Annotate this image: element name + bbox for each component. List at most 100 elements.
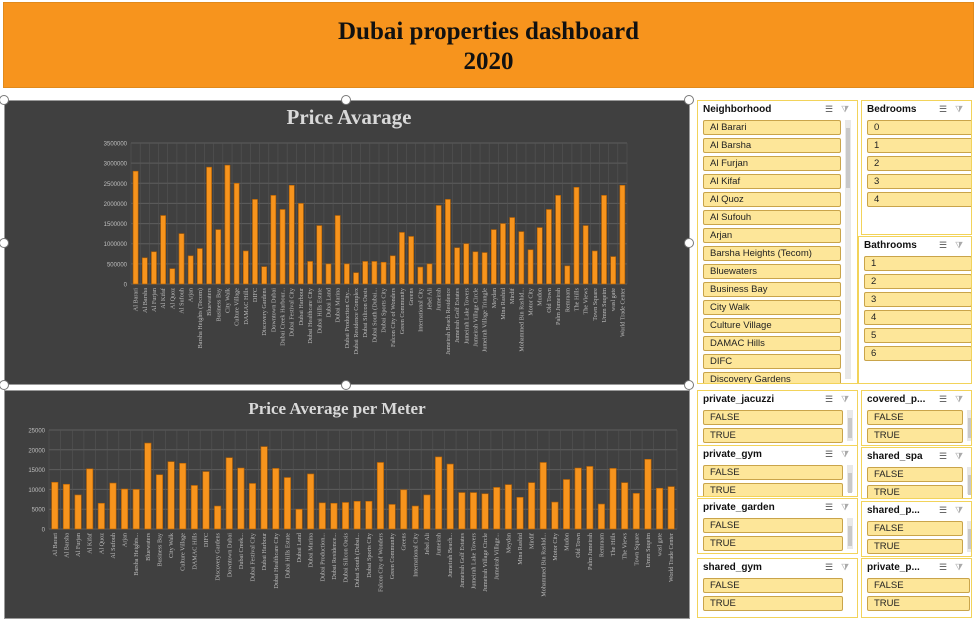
- scrollbar[interactable]: [967, 410, 971, 441]
- clear-filter-icon[interactable]: ⧩: [955, 394, 964, 404]
- bar[interactable]: [435, 456, 443, 530]
- clear-filter-icon[interactable]: ⧩: [955, 240, 964, 250]
- bar[interactable]: [426, 263, 433, 285]
- bar[interactable]: [656, 487, 664, 530]
- bar[interactable]: [215, 229, 222, 285]
- slicer-item[interactable]: TRUE: [867, 596, 970, 611]
- bar[interactable]: [74, 494, 82, 530]
- multi-select-icon[interactable]: ☰: [939, 505, 948, 515]
- bar[interactable]: [307, 261, 313, 285]
- bar[interactable]: [527, 249, 534, 285]
- slicer-item[interactable]: FALSE: [867, 410, 963, 425]
- bar[interactable]: [528, 482, 536, 530]
- slicer-item[interactable]: FALSE: [703, 465, 843, 480]
- price-per-meter-chart[interactable]: Price Average per Meter 25000 20000 15000 10…: [4, 390, 690, 619]
- slicer[interactable]: shared_spa ☰ ⧩ FALSE TRUE: [861, 447, 972, 499]
- bar[interactable]: [316, 225, 323, 285]
- bar[interactable]: [295, 508, 303, 530]
- bar[interactable]: [586, 466, 594, 530]
- slicer-item[interactable]: FALSE: [703, 578, 843, 593]
- bar[interactable]: [574, 467, 582, 530]
- slicer-item[interactable]: Culture Village: [703, 318, 841, 333]
- bar[interactable]: [445, 199, 451, 285]
- slicer-item[interactable]: DIFC: [703, 354, 841, 369]
- resize-handle[interactable]: [0, 380, 9, 390]
- bar[interactable]: [563, 479, 571, 530]
- resize-handle[interactable]: [341, 95, 351, 105]
- bar[interactable]: [481, 252, 488, 285]
- bar[interactable]: [621, 482, 629, 530]
- clear-filter-icon[interactable]: ⧩: [841, 104, 850, 114]
- bar[interactable]: [307, 473, 315, 530]
- multi-select-icon[interactable]: ☰: [825, 104, 834, 114]
- bar[interactable]: [362, 261, 369, 285]
- bar[interactable]: [601, 195, 607, 285]
- scrollbar-thumb[interactable]: [848, 418, 852, 438]
- multi-select-icon[interactable]: ☰: [825, 449, 834, 459]
- bar[interactable]: [144, 442, 152, 530]
- slicer-item[interactable]: 1: [867, 138, 971, 153]
- slicer[interactable]: shared_p... ☰ ⧩ FALSE TRUE: [861, 501, 972, 557]
- resize-handle[interactable]: [0, 238, 9, 248]
- bar[interactable]: [411, 505, 419, 530]
- slicer-item[interactable]: TRUE: [703, 428, 843, 443]
- bar[interactable]: [270, 195, 277, 285]
- bar[interactable]: [609, 468, 617, 530]
- slicer[interactable]: private_jacuzzi ☰ ⧩ FALSE TRUE: [697, 390, 858, 446]
- scrollbar-thumb[interactable]: [968, 418, 971, 438]
- clear-filter-icon[interactable]: ⧩: [955, 505, 964, 515]
- slicer[interactable]: private_garden ☰ ⧩ FALSE TRUE: [697, 498, 858, 554]
- slicer-item[interactable]: FALSE: [867, 521, 963, 536]
- bar[interactable]: [667, 486, 675, 530]
- clear-filter-icon[interactable]: ⧩: [955, 451, 964, 461]
- bar[interactable]: [481, 493, 489, 530]
- bar[interactable]: [318, 502, 326, 530]
- bar[interactable]: [371, 261, 378, 285]
- bar[interactable]: [564, 265, 571, 285]
- clear-filter-icon[interactable]: ⧩: [841, 394, 850, 404]
- bar[interactable]: [160, 215, 166, 285]
- bar[interactable]: [353, 272, 359, 285]
- bar[interactable]: [500, 223, 506, 285]
- bar[interactable]: [206, 166, 212, 285]
- multi-select-icon[interactable]: ☰: [939, 394, 948, 404]
- slicer-item[interactable]: 6: [864, 346, 971, 361]
- slicer-item[interactable]: FALSE: [867, 578, 970, 593]
- clear-filter-icon[interactable]: ⧩: [955, 562, 964, 572]
- multi-select-icon[interactable]: ☰: [825, 502, 834, 512]
- bar[interactable]: [365, 500, 373, 530]
- slicer-item[interactable]: TRUE: [867, 485, 963, 498]
- slicer-item[interactable]: TRUE: [703, 483, 843, 496]
- slicer-item[interactable]: Al Sufouh: [703, 210, 841, 225]
- bar[interactable]: [493, 487, 501, 530]
- bar[interactable]: [504, 484, 512, 530]
- clear-filter-icon[interactable]: ⧩: [841, 562, 850, 572]
- slicer-item[interactable]: Discovery Gardens: [703, 372, 841, 383]
- slicer-item[interactable]: 2: [864, 274, 971, 289]
- bar[interactable]: [283, 477, 291, 530]
- slicer-item[interactable]: 4: [864, 310, 971, 325]
- scrollbar[interactable]: [845, 120, 851, 379]
- slicer-item[interactable]: Al Furjan: [703, 156, 841, 171]
- slicer[interactable]: private_p... ☰ ⧩ FALSE TRUE: [861, 558, 972, 618]
- bar[interactable]: [155, 474, 163, 530]
- bar[interactable]: [582, 225, 589, 285]
- slicer-item[interactable]: 4: [867, 192, 971, 207]
- resize-handle[interactable]: [684, 95, 694, 105]
- bar[interactable]: [179, 462, 187, 530]
- bar[interactable]: [260, 446, 268, 530]
- bar[interactable]: [190, 485, 198, 530]
- bar[interactable]: [417, 266, 424, 285]
- slicer[interactable]: private_gym ☰ ⧩ FALSE TRUE: [697, 445, 858, 497]
- bar[interactable]: [249, 483, 257, 530]
- multi-select-icon[interactable]: ☰: [939, 104, 948, 114]
- scrollbar[interactable]: [847, 410, 853, 441]
- multi-select-icon[interactable]: ☰: [939, 562, 948, 572]
- bar[interactable]: [288, 185, 295, 285]
- bar[interactable]: [490, 229, 497, 285]
- bar[interactable]: [202, 471, 210, 530]
- clear-filter-icon[interactable]: ⧩: [955, 104, 964, 114]
- bar[interactable]: [463, 243, 470, 285]
- bar[interactable]: [376, 462, 384, 530]
- bar[interactable]: [214, 505, 222, 530]
